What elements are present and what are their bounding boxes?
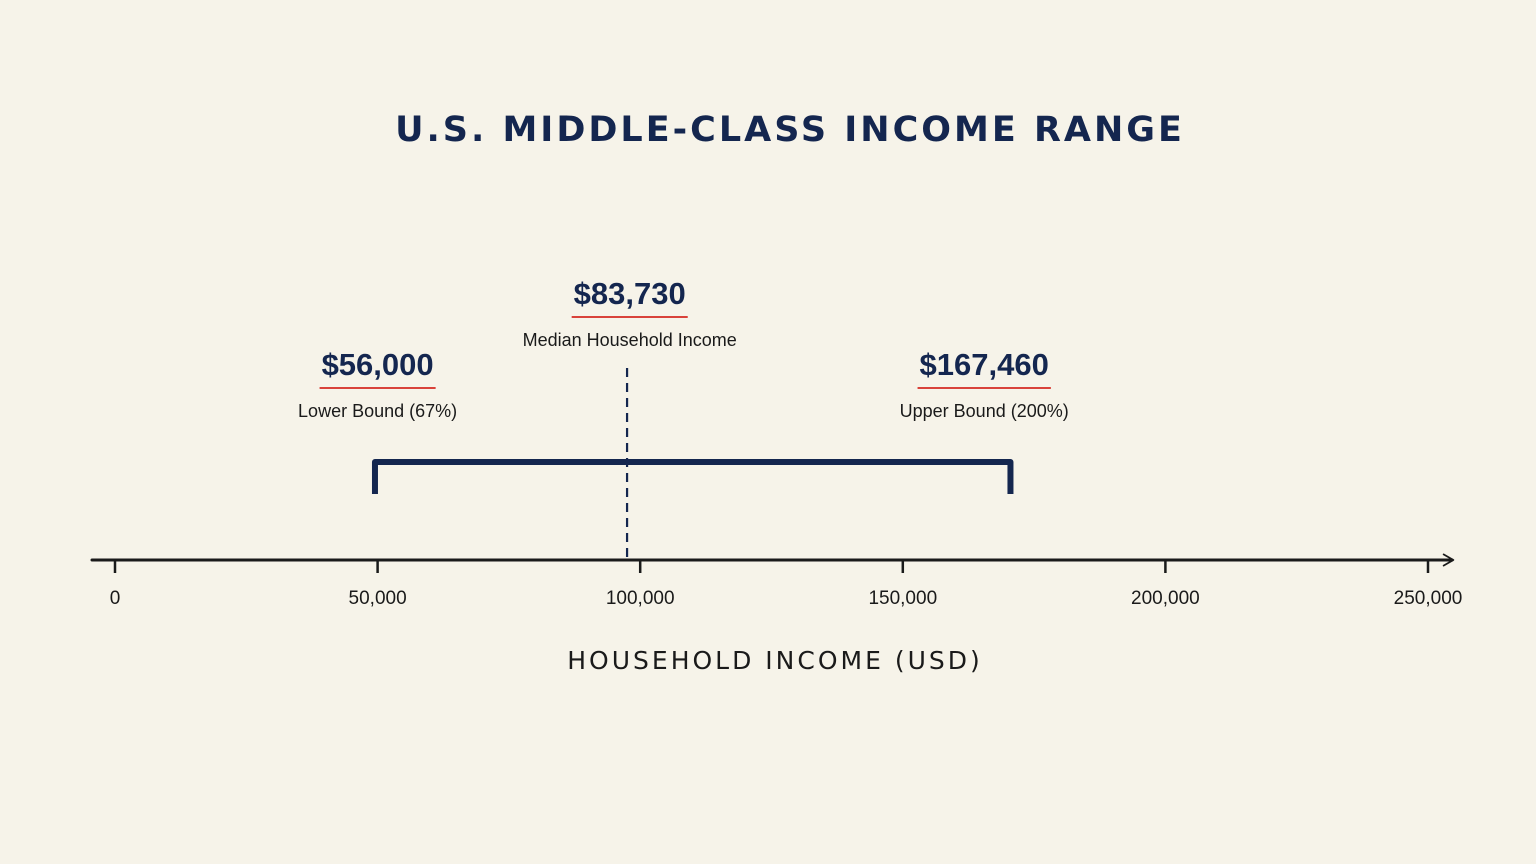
- lower-value: $56,000: [322, 347, 434, 382]
- x-axis-title: HOUSEHOLD INCOME (USD): [567, 646, 983, 675]
- chart-title: U.S. MIDDLE-CLASS INCOME RANGE: [395, 110, 1185, 150]
- annotation-upper: $167,460 Upper Bound (200%): [900, 347, 1069, 421]
- x-axis-ticks: 0 50,000 100,000 150,000 200,000 250,000: [110, 560, 1463, 609]
- value-annotations: $56,000 Lower Bound (67%) $83,730 Median Ho…: [298, 276, 1069, 421]
- annotation-median: $83,730 Median Household Income: [523, 276, 737, 350]
- x-tick-label: 150,000: [868, 588, 937, 609]
- lower-caption: Lower Bound (67%): [298, 401, 457, 421]
- middle-class-range-bracket: [371, 459, 1014, 494]
- x-tick-label: 50,000: [349, 588, 407, 609]
- median-value: $83,730: [574, 276, 686, 311]
- median-caption: Median Household Income: [523, 330, 737, 350]
- annotation-lower: $56,000 Lower Bound (67%): [298, 347, 457, 421]
- x-tick-label: 200,000: [1131, 588, 1200, 609]
- x-tick-label: 100,000: [606, 588, 675, 609]
- upper-caption: Upper Bound (200%): [900, 401, 1069, 421]
- x-tick-label: 0: [110, 588, 121, 609]
- range-bracket-line: [371, 459, 1014, 494]
- x-tick-label: 250,000: [1394, 588, 1463, 609]
- upper-value: $167,460: [920, 347, 1049, 382]
